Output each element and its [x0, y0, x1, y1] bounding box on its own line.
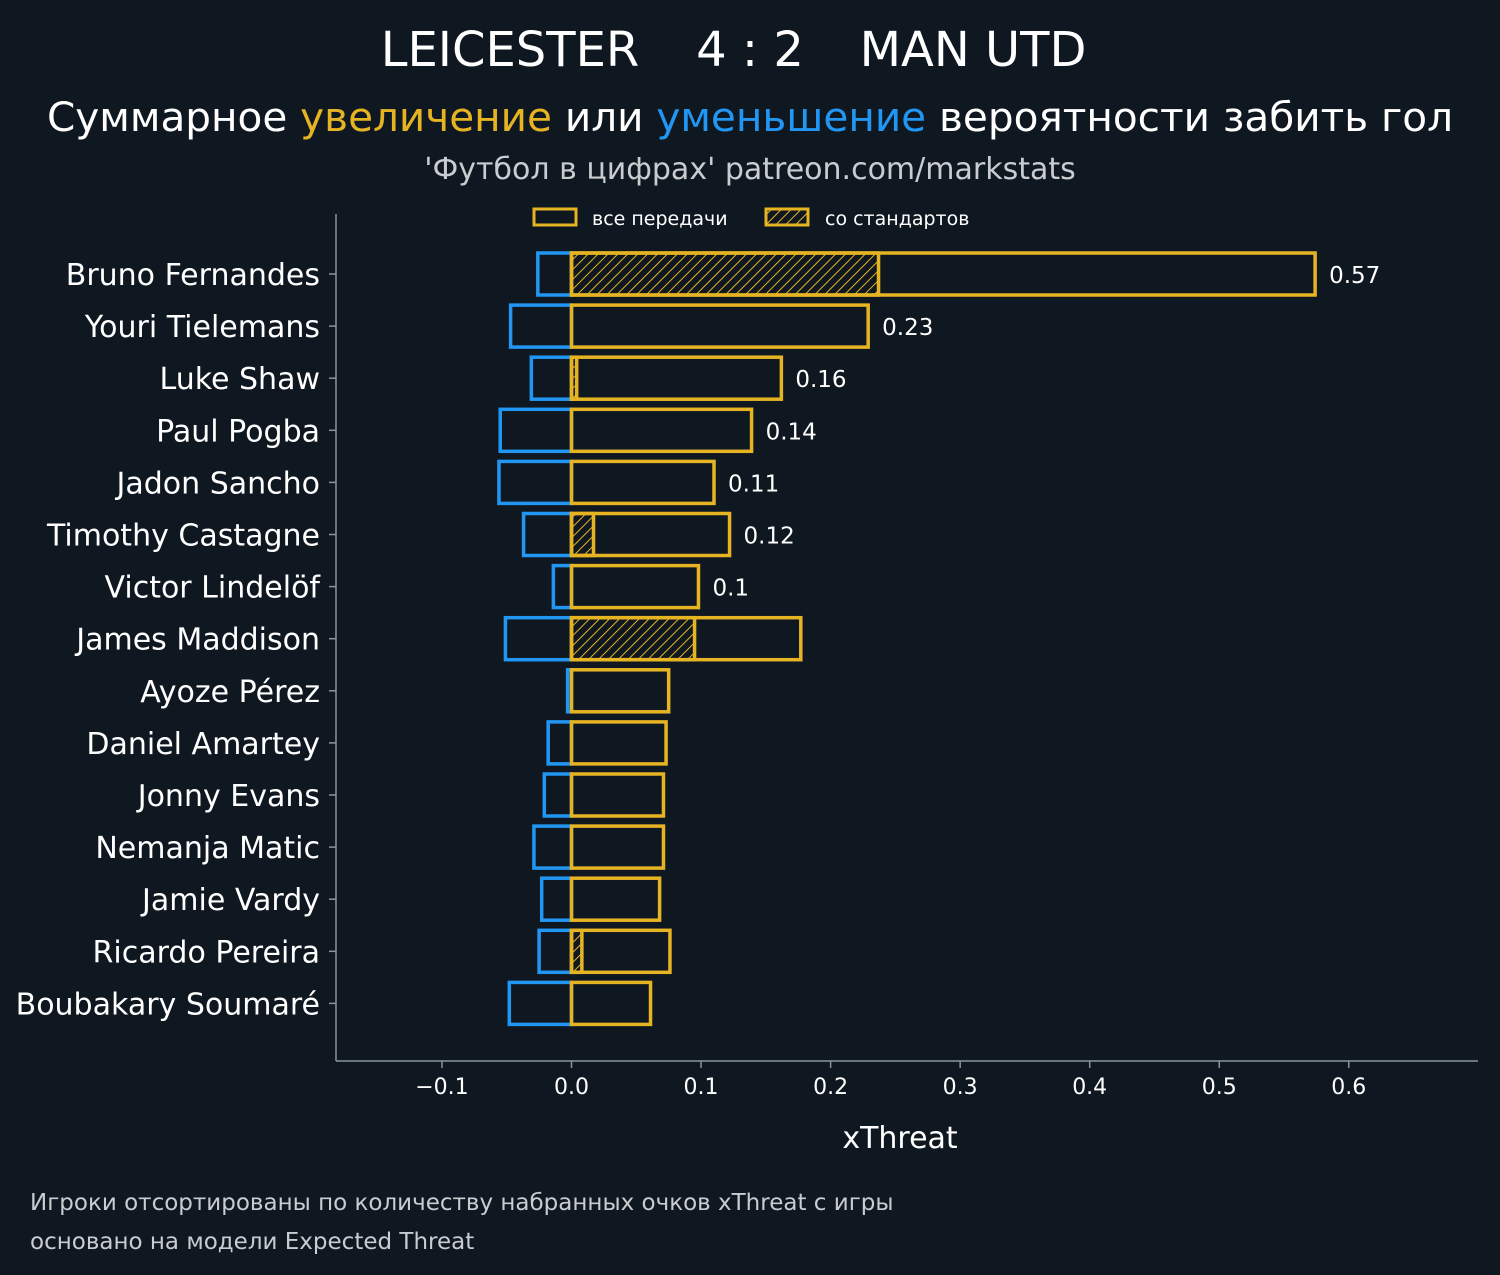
bar-negative [536, 251, 574, 297]
plot-area: Bruno Fernandes 0.57 Youri Tielemans 0.23 Lu… [16, 251, 1380, 1100]
bar-negative [529, 355, 574, 401]
bar-negative [498, 407, 574, 454]
bar-positive [569, 459, 716, 506]
bar-positive [569, 303, 870, 349]
y-tick-label: Timothy Castagne [46, 519, 320, 554]
bar-negative [521, 511, 574, 558]
bar-positive [569, 772, 666, 818]
y-tick-label: Jonny Evans [136, 779, 320, 814]
bar-negative [542, 772, 574, 818]
bar-negative [551, 563, 574, 610]
x-tick-label: 0.1 [684, 1075, 719, 1100]
bar-negative [546, 720, 574, 766]
bar-negative [537, 928, 574, 975]
bar-set-pieces [569, 511, 596, 558]
value-label: 0.16 [795, 367, 846, 393]
y-tick-label: Bruno Fernandes [66, 258, 320, 293]
y-tick-label: Paul Pogba [156, 414, 320, 449]
title-home-team: LEICESTER [381, 22, 640, 78]
y-tick-label: Ricardo Pereira [93, 935, 320, 970]
value-label: 0.23 [882, 315, 933, 341]
subtitle-part2: или [552, 95, 656, 141]
y-tick-label: Nemanja Matic [95, 831, 320, 866]
y-tick-label: Luke Shaw [160, 362, 320, 397]
bar-positive [569, 980, 653, 1027]
y-tick-label: Jadon Sancho [115, 466, 320, 501]
subtitle: Суммарное увеличение или уменьшение веро… [47, 95, 1453, 141]
x-tick-label: −0.1 [415, 1075, 468, 1100]
x-tick-label: 0.5 [1202, 1075, 1237, 1100]
source-line: 'Футбол в цифрах' patreon.com/markstats [424, 152, 1076, 187]
subtitle-decrease: уменьшение [656, 95, 926, 141]
bar-positive [569, 824, 666, 870]
bar-positive [569, 876, 662, 922]
value-label: 0.57 [1329, 263, 1380, 289]
subtitle-part1: Суммарное [47, 95, 300, 141]
x-tick-label: 0.0 [554, 1075, 589, 1100]
value-label: 0.12 [744, 524, 795, 550]
bar-positive [569, 928, 672, 975]
y-tick-label: Youri Tielemans [84, 310, 320, 345]
legend-label-all: все передачи [592, 208, 728, 230]
x-axis-title: xThreat [842, 1121, 958, 1156]
y-tick-label: James Maddison [74, 623, 320, 658]
legend: все передачи со стандартов [532, 207, 969, 230]
bar-negative [539, 876, 574, 922]
y-tick-label: Boubakary Soumaré [16, 987, 320, 1022]
footnote-line2: основано на модели Expected Threat [30, 1229, 474, 1255]
y-tick-label: Victor Lindelöf [105, 571, 322, 606]
bar-positive [569, 615, 803, 662]
bar-positive [569, 355, 784, 401]
bar-negative [507, 980, 574, 1027]
value-label: 0.1 [712, 576, 749, 602]
bar-positive [569, 668, 671, 714]
bar-positive [569, 563, 701, 610]
y-tick-label: Jamie Vardy [140, 883, 320, 918]
y-tick-label: Daniel Amartey [86, 727, 320, 762]
bar-negative [503, 615, 574, 662]
bar-positive [569, 251, 1317, 297]
bar-negative [508, 303, 574, 349]
legend-swatch-set-pieces [764, 207, 810, 227]
bar-positive [569, 511, 732, 558]
y-tick-label: Ayoze Pérez [140, 675, 320, 710]
title-score: 4 : 2 [696, 22, 804, 78]
x-tick-label: 0.4 [1072, 1075, 1107, 1100]
value-label: 0.14 [766, 419, 817, 445]
bar-positive [569, 407, 754, 454]
footnote-line1: Игроки отсортированы по количеству набра… [30, 1190, 894, 1216]
x-tick-label: 0.3 [943, 1075, 978, 1100]
x-tick-label: 0.6 [1331, 1075, 1366, 1100]
bar-negative [532, 824, 574, 870]
subtitle-increase: увеличение [300, 95, 552, 141]
x-tick-label: 0.2 [813, 1075, 848, 1100]
value-label: 0.11 [728, 471, 779, 497]
legend-label-set-pieces: со стандартов [825, 208, 969, 230]
bar-set-pieces [569, 251, 881, 297]
bar-positive [569, 720, 668, 766]
subtitle-part3: вероятности забить гол [926, 95, 1453, 141]
bar-set-pieces [569, 615, 697, 662]
title-away-team: MAN UTD [860, 22, 1087, 78]
bar-negative [497, 459, 574, 506]
legend-swatch-all [532, 207, 578, 227]
